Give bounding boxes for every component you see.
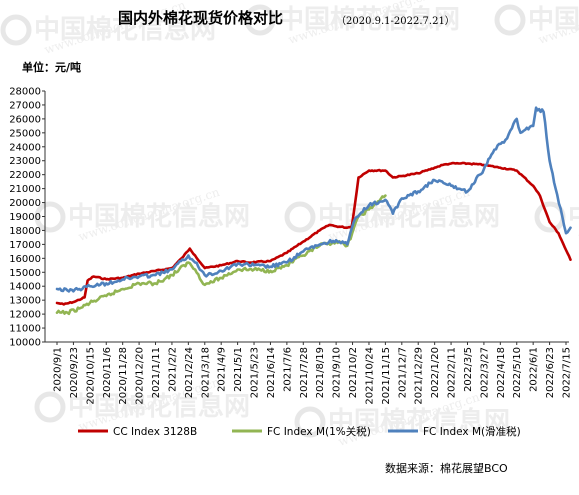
y-tick-label: 18000: [9, 226, 41, 237]
x-tick-label: 2020/11/6: [102, 347, 113, 398]
x-tick-label: 2021/2/2: [167, 347, 178, 392]
watermark-brand: 中国棉花信息网: [68, 391, 250, 422]
x-tick-label: 2021/5/1: [233, 347, 244, 392]
x-tick-label: 2021/5/23: [250, 347, 261, 398]
watermark-brand: 中国棉花信息网: [528, 4, 579, 35]
x-tick-label: 2020/10/15: [85, 347, 96, 405]
x-tick-label: 2021/3/18: [200, 347, 211, 398]
series-line: [55, 106, 572, 293]
x-tick-label: 2021/2/24: [184, 347, 195, 398]
watermark-brand: 中国棉花信息网: [328, 406, 510, 437]
chart-title: 国内外棉花现货价格对比: [118, 9, 283, 27]
x-tick-label: 2022/1/20: [430, 347, 441, 398]
x-tick-label: 2021/10/24: [364, 347, 375, 405]
x-tick-label: 2022/7/15: [562, 347, 573, 398]
x-tick-label: 2020/11/28: [118, 347, 129, 405]
x-tick-label: 2022/4/18: [496, 347, 507, 398]
x-tick-label: 2022/6/23: [545, 347, 556, 398]
y-tick-label: 22000: [9, 170, 41, 181]
legend-label: CC Index 3128B: [113, 426, 197, 438]
y-tick-label: 19000: [9, 212, 41, 223]
x-tick-label: 2021/12/29: [414, 347, 425, 405]
y-tick-label: 26000: [9, 114, 41, 125]
y-tick-label: 28000: [9, 87, 41, 98]
x-tick-label: 2020/12/20: [135, 347, 146, 405]
series-layer: [55, 106, 572, 316]
watermark-brand: 中国棉花信息网: [34, 14, 216, 45]
x-tick-label: 2022/6/1: [529, 347, 540, 392]
y-tick-label: 15000: [9, 268, 41, 279]
watermark-brand: 中国棉花信息网: [568, 201, 579, 232]
watermark-brand: 中国棉花信息网: [278, 4, 460, 35]
y-tick-label: 13000: [9, 296, 41, 307]
y-tick-label: 21000: [9, 184, 41, 195]
y-tick-label: 16000: [9, 254, 41, 265]
x-tick-label: 2021/7/28: [299, 347, 310, 398]
x-tick-label: 2020/9/1: [53, 347, 64, 392]
x-tick-label: 2021/8/19: [315, 347, 326, 398]
watermark-brand: 中国棉花信息网: [68, 201, 250, 232]
legend-label: FC Index M(1%关税): [267, 425, 371, 438]
y-tick-label: 10000: [9, 338, 41, 349]
y-tick-label: 11000: [9, 324, 41, 335]
chart-subtitle: （2020.9.1-2022.7.21）: [336, 15, 455, 27]
x-axis: 2020/9/1 2020/9/23 2020/10/15 2020/11/6 2020…: [45, 341, 573, 405]
y-tick-label: 24000: [9, 142, 41, 153]
y-tick-label: 20000: [9, 198, 41, 209]
source-label: 数据来源：棉花展望BCO: [385, 461, 508, 475]
x-tick-label: 2022/2/11: [447, 347, 458, 398]
x-tick-label: 2021/10/2: [348, 347, 359, 398]
x-tick-label: 2021/1/11: [151, 347, 162, 398]
x-tick-label: 2021/9/10: [332, 347, 343, 398]
legend-item: CC Index 3128B: [78, 426, 197, 438]
legend-label: FC Index M(滑准税): [423, 425, 521, 438]
y-tick-label: 25000: [9, 128, 41, 139]
legend-item: FC Index M(1%关税): [232, 425, 371, 438]
y-axis: 10000 11000 12000 13000 14000 15000 16000 17000…: [9, 87, 46, 349]
legend: CC Index 3128B FC Index M(1%关税) FC Index M…: [78, 425, 521, 438]
x-tick-label: 2021/7/6: [282, 347, 293, 392]
x-tick-label: 2021/11/15: [381, 347, 392, 405]
x-tick-label: 2021/4/9: [217, 347, 228, 392]
x-tick-label: 2022/3/27: [479, 347, 490, 398]
y-tick-label: 23000: [9, 156, 41, 167]
series-line: [55, 194, 387, 316]
x-tick-label: 2020/9/23: [69, 347, 80, 398]
y-tick-label: 14000: [9, 282, 41, 293]
x-tick-label: 2021/6/14: [266, 347, 277, 398]
x-tick-label: 2021/12/7: [397, 347, 408, 398]
x-tick-label: 2022/5/10: [512, 347, 523, 398]
y-tick-label: 27000: [9, 100, 41, 111]
x-tick-label: 2022/3/5: [463, 347, 474, 392]
legend-item: FC Index M(滑准税): [388, 425, 521, 438]
unit-label: 单位：元/吨: [22, 60, 81, 74]
y-tick-label: 17000: [9, 240, 41, 251]
y-tick-label: 12000: [9, 310, 41, 321]
